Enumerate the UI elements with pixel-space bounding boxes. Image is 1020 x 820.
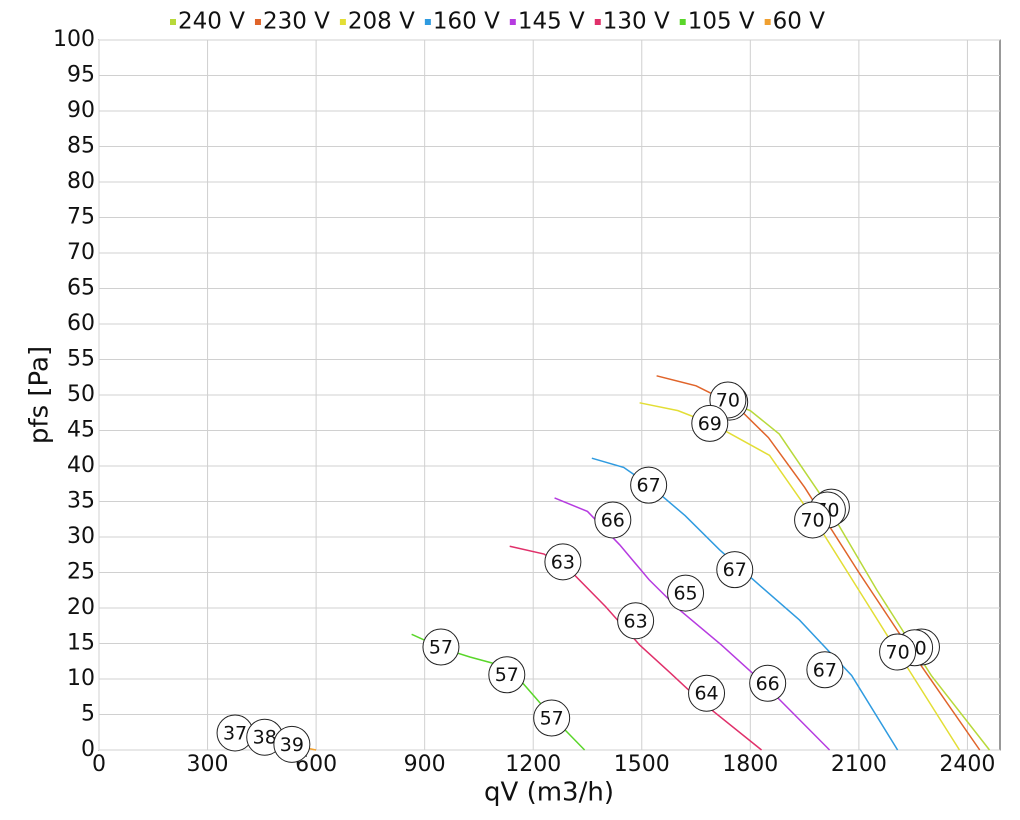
y-tick-label: 55 bbox=[67, 347, 95, 372]
y-tick-label: 85 bbox=[67, 134, 95, 159]
y-tick-label: 80 bbox=[67, 169, 95, 194]
point-label: 39 bbox=[280, 734, 304, 756]
legend: 240 V 230 V 208 V 160 V 145 V 130 V 105 V 60 V bbox=[170, 9, 825, 35]
grid: 0 5 10 15 20 25 30 35 40 45 50 55 60 65 70 75 80 85 90 95 10… bbox=[53, 27, 1000, 777]
legend-label: 60 V bbox=[773, 9, 826, 35]
legend-swatch bbox=[170, 19, 176, 25]
series-line bbox=[554, 497, 831, 751]
legend-swatch bbox=[594, 19, 601, 25]
point-label: 66 bbox=[756, 673, 780, 695]
legend-swatch bbox=[764, 19, 771, 25]
point-label: 67 bbox=[723, 559, 747, 581]
y-tick-label: 15 bbox=[67, 631, 95, 656]
point-label: 69 bbox=[698, 413, 722, 435]
point-marker bbox=[794, 501, 832, 539]
point-marker bbox=[544, 543, 582, 581]
legend-label: 145 V bbox=[518, 9, 585, 35]
legend-swatch bbox=[509, 19, 516, 25]
point-label: 37 bbox=[223, 722, 247, 744]
point-label: 67 bbox=[637, 475, 661, 497]
point-marker bbox=[630, 466, 668, 504]
point-marker bbox=[691, 404, 729, 442]
point-marker bbox=[533, 699, 571, 737]
point-label: 64 bbox=[694, 683, 718, 705]
y-tick-label: 40 bbox=[67, 453, 95, 478]
y-tick-label: 10 bbox=[67, 666, 95, 691]
legend-swatch bbox=[339, 19, 346, 25]
point-label: 70 bbox=[716, 389, 740, 411]
point-label: 70 bbox=[886, 642, 910, 664]
point-marker bbox=[688, 674, 726, 712]
y-tick-label: 25 bbox=[67, 560, 95, 585]
legend-label: 230 V bbox=[263, 9, 330, 35]
x-axis-label: qV (m3/h) bbox=[484, 778, 614, 808]
point-label: 57 bbox=[495, 664, 519, 686]
point-marker bbox=[806, 651, 844, 689]
x-tick-label: 0 bbox=[92, 752, 106, 777]
y-tick-label: 100 bbox=[53, 27, 95, 52]
point-marker bbox=[617, 602, 655, 640]
y-tick-label: 95 bbox=[67, 63, 95, 88]
point-label: 65 bbox=[673, 583, 697, 605]
x-tick-label: 300 bbox=[187, 752, 229, 777]
y-tick-label: 65 bbox=[67, 276, 95, 301]
y-tick-label: 20 bbox=[67, 595, 95, 620]
point-label: 57 bbox=[429, 637, 453, 659]
x-tick-label: 2100 bbox=[831, 752, 887, 777]
point-marker bbox=[273, 725, 311, 763]
legend-label: 240 V bbox=[178, 9, 245, 35]
y-tick-label: 50 bbox=[67, 382, 95, 407]
point-label: 63 bbox=[551, 551, 575, 573]
y-tick-label: 90 bbox=[67, 98, 95, 123]
legend-swatch bbox=[679, 19, 686, 25]
y-tick-label: 70 bbox=[67, 240, 95, 265]
legend-label: 208 V bbox=[348, 9, 415, 35]
point-marker bbox=[879, 633, 917, 671]
point-marker bbox=[594, 501, 632, 539]
y-tick-label: 45 bbox=[67, 418, 95, 443]
legend-swatch bbox=[254, 19, 261, 25]
point-marker bbox=[422, 628, 460, 666]
point-label: 63 bbox=[624, 610, 648, 632]
point-marker bbox=[667, 574, 705, 612]
point-label: 38 bbox=[253, 727, 277, 749]
x-tick-label: 2400 bbox=[939, 752, 995, 777]
y-tick-label: 60 bbox=[67, 311, 95, 336]
x-tick-label: 1500 bbox=[614, 752, 670, 777]
x-tick-label: 1200 bbox=[505, 752, 561, 777]
point-marker bbox=[488, 656, 526, 694]
legend-label: 105 V bbox=[688, 9, 755, 35]
point-marker bbox=[749, 664, 787, 702]
point-labels: 7070707070706970706767676665666363645757… bbox=[216, 381, 940, 763]
y-tick-label: 35 bbox=[67, 489, 95, 514]
point-label: 67 bbox=[813, 659, 837, 681]
point-label: 57 bbox=[540, 708, 564, 730]
x-tick-label: 900 bbox=[404, 752, 446, 777]
y-tick-label: 0 bbox=[81, 737, 95, 762]
legend-label: 160 V bbox=[433, 9, 500, 35]
legend-label: 130 V bbox=[603, 9, 670, 35]
y-tick-label: 30 bbox=[67, 524, 95, 549]
x-tick-label: 1800 bbox=[722, 752, 778, 777]
lines bbox=[301, 375, 991, 751]
y-tick-label: 75 bbox=[67, 205, 95, 230]
point-marker bbox=[716, 551, 754, 589]
legend-swatch bbox=[424, 19, 431, 25]
point-label: 70 bbox=[800, 509, 824, 531]
point-label: 66 bbox=[601, 509, 625, 531]
y-tick-label: 5 bbox=[81, 702, 95, 727]
y-axis-label: pfs [Pa] bbox=[25, 346, 55, 444]
